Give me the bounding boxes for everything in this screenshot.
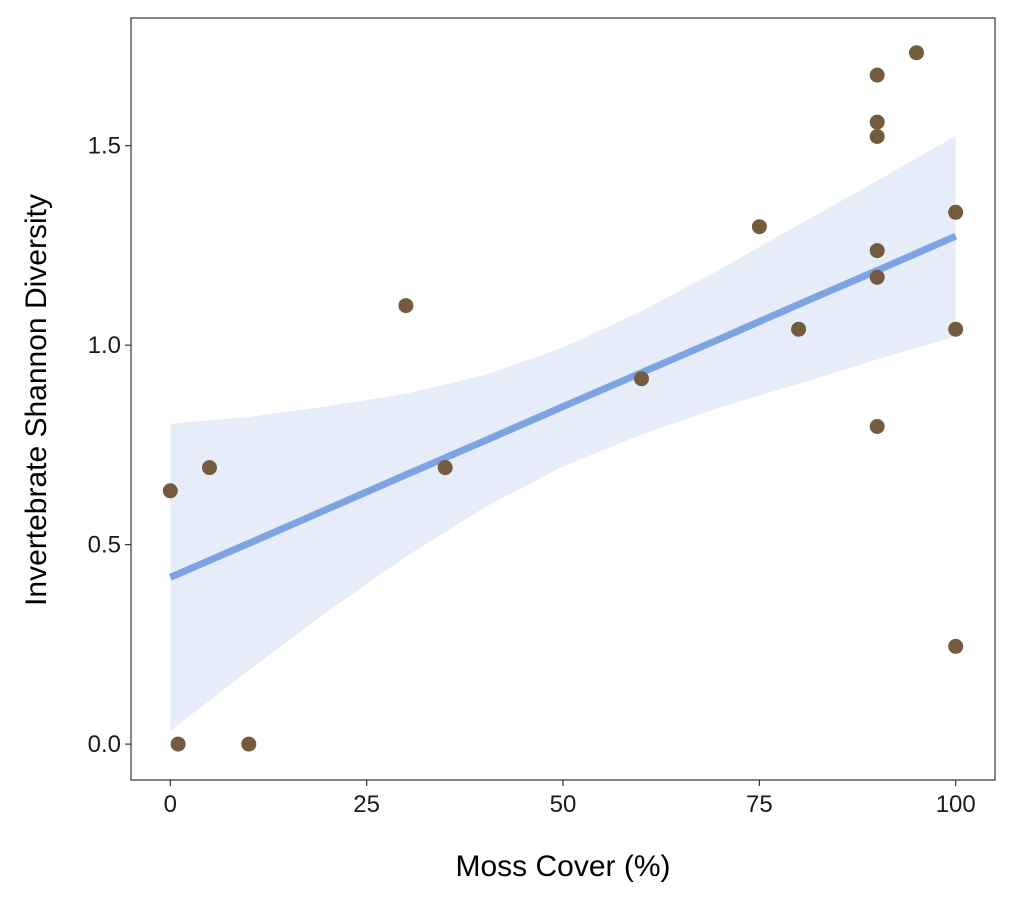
data-point (869, 129, 885, 144)
data-point (948, 204, 964, 220)
data-point (751, 219, 767, 235)
data-point (869, 243, 885, 259)
y-tick-label: 1.5 (88, 133, 121, 160)
y-axis-ticks: 0.0 0.5 1.0 1.5 (88, 133, 131, 758)
data-point (909, 45, 924, 61)
x-axis-ticks: 0 25 50 75 100 (164, 780, 976, 818)
x-tick-label: 0 (164, 791, 177, 818)
y-axis-title: Invertebrate Shannon Diversity (20, 194, 53, 606)
data-point (170, 736, 186, 752)
y-tick-label: 0.0 (88, 731, 121, 758)
data-point (948, 638, 964, 654)
y-tick-label: 1.0 (88, 332, 121, 359)
data-point (241, 736, 257, 752)
data-point (634, 371, 649, 387)
confidence-band (170, 135, 956, 731)
x-tick-label: 50 (550, 791, 577, 818)
fit-line-layer (168, 232, 958, 581)
data-point (948, 321, 964, 337)
data-point (398, 298, 414, 314)
x-tick-label: 75 (746, 791, 773, 818)
data-point (791, 321, 807, 337)
fit-line (168, 232, 958, 581)
data-point (162, 483, 178, 499)
x-axis-title: Moss Cover (%) (455, 850, 670, 883)
data-point (202, 460, 217, 476)
data-points-layer (162, 45, 964, 752)
data-point (437, 460, 453, 476)
x-tick-label: 25 (353, 791, 380, 818)
y-tick-label: 0.5 (88, 532, 121, 559)
confidence-band-layer (170, 135, 956, 731)
data-point (869, 67, 885, 83)
data-point (869, 419, 885, 434)
x-tick-label: 100 (936, 791, 976, 818)
data-point (869, 269, 885, 285)
data-point (869, 114, 885, 130)
